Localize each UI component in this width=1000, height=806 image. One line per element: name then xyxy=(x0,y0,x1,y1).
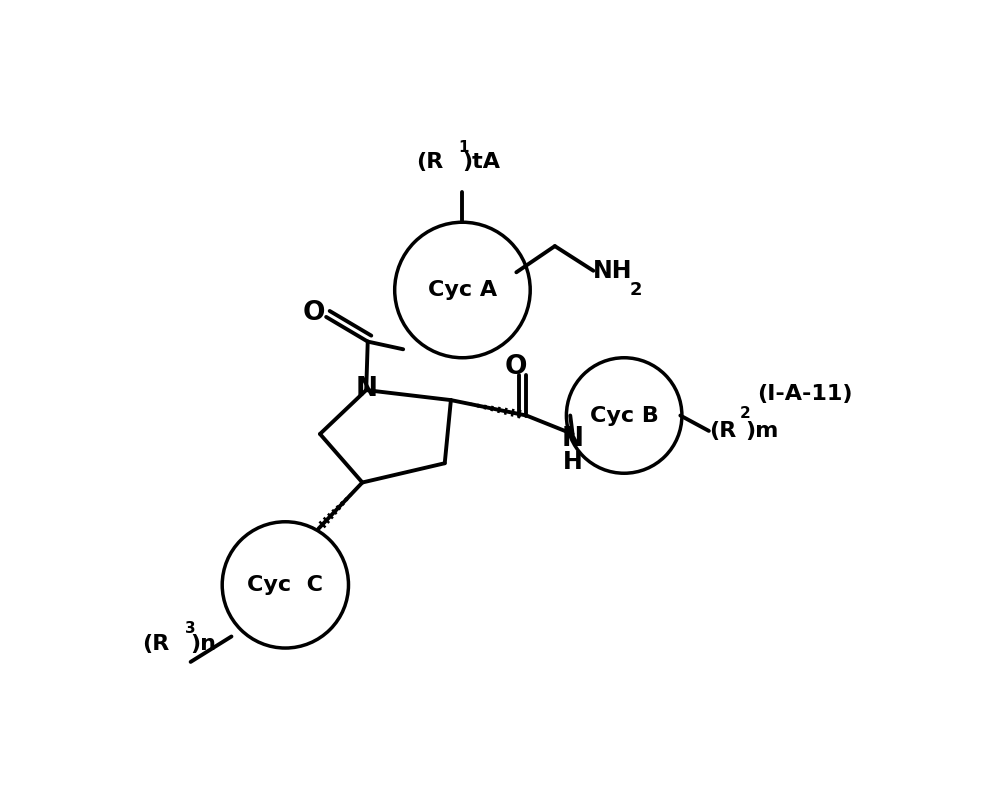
Text: (I-A-11): (I-A-11) xyxy=(757,384,853,404)
Text: H: H xyxy=(563,450,582,474)
Text: )n: )n xyxy=(191,634,217,654)
Text: (R: (R xyxy=(143,634,170,654)
Text: O: O xyxy=(505,354,528,380)
Text: 1: 1 xyxy=(459,140,469,156)
Text: Cyc A: Cyc A xyxy=(428,280,497,300)
Text: 3: 3 xyxy=(185,621,196,637)
Text: (R: (R xyxy=(709,421,736,441)
Text: NH: NH xyxy=(593,259,633,283)
Text: (R: (R xyxy=(416,152,443,172)
Text: )m: )m xyxy=(745,421,778,441)
Text: O: O xyxy=(303,300,325,326)
Text: 2: 2 xyxy=(630,281,642,299)
Text: )tA: )tA xyxy=(462,152,500,172)
Text: N: N xyxy=(562,426,584,451)
Text: 2: 2 xyxy=(740,405,750,421)
Text: N: N xyxy=(355,376,377,401)
Text: Cyc  C: Cyc C xyxy=(247,575,323,595)
Text: Cyc B: Cyc B xyxy=(590,405,659,426)
